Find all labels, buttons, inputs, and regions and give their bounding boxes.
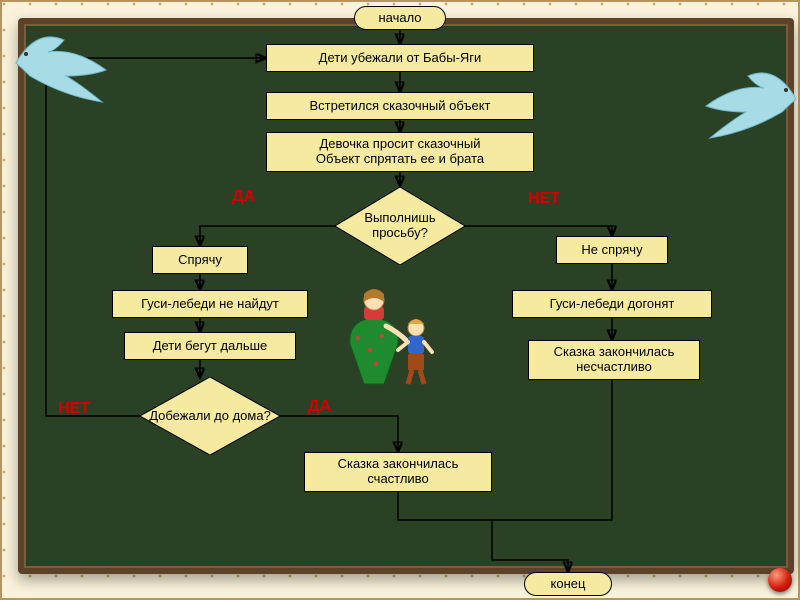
swan-icon <box>686 54 800 144</box>
process-n_no3: Сказка закончиласьнесчастливо <box>528 340 700 380</box>
branch-label-d2_no: НЕТ <box>58 400 90 418</box>
process-n2: Встретился сказочный объект <box>266 92 534 120</box>
process-n_no1: Не спрячу <box>556 236 668 264</box>
process-n_yes3: Дети бегут дальше <box>124 332 296 360</box>
node-text: Выполнишь просьбу? <box>335 187 465 265</box>
branch-label-d1_no: НЕТ <box>528 190 560 208</box>
process-n_happy: Сказка закончиласьсчастливо <box>304 452 492 492</box>
process-n_yes2: Гуси-лебеди не найдут <box>112 290 308 318</box>
branch-label-d1_yes: ДА <box>232 188 255 206</box>
branch-label-d2_yes: ДА <box>308 398 331 416</box>
process-n_no2: Гуси-лебеди догонят <box>512 290 712 318</box>
node-text: Добежали до дома? <box>140 377 280 455</box>
decision-d2: Добежали до дома? <box>140 377 280 455</box>
swan-icon <box>6 18 126 108</box>
decision-d1: Выполнишь просьбу? <box>335 187 465 265</box>
process-n_yes1: Спрячу <box>152 246 248 274</box>
record-button-icon <box>768 568 792 592</box>
children-illustration <box>330 280 450 390</box>
process-n3: Девочка просит сказочныйОбъект спрятать … <box>266 132 534 172</box>
terminator-start: начало <box>354 6 446 30</box>
terminator-end: конец <box>524 572 612 596</box>
process-n1: Дети убежали от Бабы-Яги <box>266 44 534 72</box>
